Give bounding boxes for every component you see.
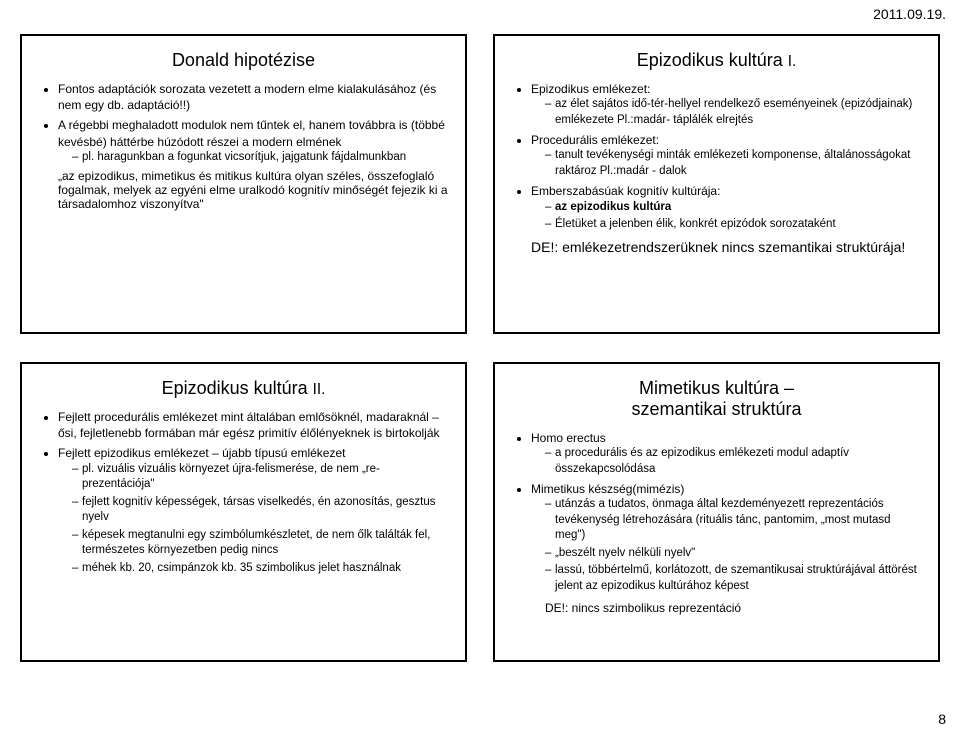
slide-mimetikus-kultura: Mimetikus kultúra – szemantikai struktúr… bbox=[493, 362, 940, 662]
bullet-list: Fontos adaptációk sorozata vezetett a mo… bbox=[36, 81, 451, 165]
sub-list: pl. haragunkban a fogunkat vicsorítjuk, … bbox=[58, 150, 451, 166]
title-part-a: Epizodikus kultúra bbox=[637, 50, 788, 70]
list-item: pl. haragunkban a fogunkat vicsorítjuk, … bbox=[72, 150, 451, 166]
title-part-a: Epizodikus kultúra bbox=[162, 378, 313, 398]
sub-list: az élet sajátos idő-tér-hellyel rendelke… bbox=[531, 97, 924, 128]
sub-list: pl. vizuális vizuális környezet újra-fel… bbox=[58, 462, 451, 577]
list-item: Életüket a jelenben élik, konkrét epizód… bbox=[545, 217, 924, 233]
list-item: pl. vizuális vizuális környezet újra-fel… bbox=[72, 462, 451, 493]
list-item: a procedurális és az epizodikus emlékeze… bbox=[545, 446, 924, 477]
slide-title: Epizodikus kultúra II. bbox=[36, 378, 451, 399]
page-number: 8 bbox=[938, 711, 946, 727]
list-item: az élet sajátos idő-tér-hellyel rendelke… bbox=[545, 97, 924, 128]
sub-list: a procedurális és az epizodikus emlékeze… bbox=[531, 446, 924, 477]
list-item: képesek megtanulni egy szimbólumkészlete… bbox=[72, 528, 451, 559]
de-note: DE!: emlékezetrendszerüknek nincs szeman… bbox=[509, 239, 924, 255]
list-item-text: Mimetikus készség(mimézis) bbox=[531, 482, 684, 496]
list-item: Homo erectus a procedurális és az epizod… bbox=[531, 430, 924, 477]
title-part-b: II. bbox=[313, 381, 326, 398]
list-item: utánzás a tudatos, önmaga által kezdemén… bbox=[545, 497, 924, 544]
list-item-text: Fejlett epizodikus emlékezet – újabb típ… bbox=[58, 446, 346, 460]
list-item-text: Procedurális emlékezet: bbox=[531, 133, 659, 147]
slides-grid: Donald hipotézise Fontos adaptációk soro… bbox=[20, 34, 940, 662]
list-item: Epizodikus emlékezet: az élet sajátos id… bbox=[531, 81, 924, 128]
slide-title: Donald hipotézise bbox=[36, 50, 451, 71]
list-item-text: Epizodikus emlékezet: bbox=[531, 82, 650, 96]
quote-text: „az epizodikus, mimetikus és mitikus kul… bbox=[58, 169, 451, 211]
list-item: méhek kb. 20, csimpánzok kb. 35 szimboli… bbox=[72, 561, 451, 577]
slide-title: Epizodikus kultúra I. bbox=[509, 50, 924, 71]
bullet-list: Epizodikus emlékezet: az élet sajátos id… bbox=[509, 81, 924, 233]
list-item: Procedurális emlékezet: tanult tevékenys… bbox=[531, 132, 924, 179]
title-line-2: szemantikai struktúra bbox=[631, 399, 801, 419]
sub-list: az epizodikus kultúra Életüket a jelenbe… bbox=[531, 200, 924, 233]
list-item-text: A régebbi meghaladott modulok nem tűntek… bbox=[58, 118, 445, 148]
bullet-list: Homo erectus a procedurális és az epizod… bbox=[509, 430, 924, 595]
title-part-b: I. bbox=[788, 53, 797, 70]
sub-list: tanult tevékenységi minták emlékezeti ko… bbox=[531, 148, 924, 179]
de-note: DE!: nincs szimbolikus reprezentáció bbox=[509, 601, 924, 615]
list-item: „beszélt nyelv nélküli nyelv" bbox=[545, 546, 924, 562]
sub-list: utánzás a tudatos, önmaga által kezdemén… bbox=[531, 497, 924, 594]
list-item: lassú, többértelmű, korlátozott, de szem… bbox=[545, 563, 924, 594]
list-item: Fontos adaptációk sorozata vezetett a mo… bbox=[58, 81, 451, 113]
list-item-text: Homo erectus bbox=[531, 431, 606, 445]
list-item-text: Emberszabásúak kognitív kultúrája: bbox=[531, 184, 720, 198]
list-item: Emberszabásúak kognitív kultúrája: az ep… bbox=[531, 183, 924, 232]
bullet-list: Fejlett procedurális emlékezet mint álta… bbox=[36, 409, 451, 576]
slide-donald-hipotezise: Donald hipotézise Fontos adaptációk soro… bbox=[20, 34, 467, 334]
page-date: 2011.09.19. bbox=[873, 6, 946, 22]
bold-text: az epizodikus kultúra bbox=[555, 201, 671, 213]
list-item: az epizodikus kultúra bbox=[545, 200, 924, 216]
list-item: fejlett kognitív képességek, társas vise… bbox=[72, 495, 451, 526]
list-item: Fejlett procedurális emlékezet mint álta… bbox=[58, 409, 451, 441]
list-item: A régebbi meghaladott modulok nem tűntek… bbox=[58, 117, 451, 165]
slide-epizodikus-kultura-2: Epizodikus kultúra II. Fejlett procedurá… bbox=[20, 362, 467, 662]
title-line-1: Mimetikus kultúra – bbox=[639, 378, 794, 398]
list-item: Fejlett epizodikus emlékezet – újabb típ… bbox=[58, 445, 451, 576]
page: 2011.09.19. Donald hipotézise Fontos ada… bbox=[0, 0, 960, 733]
list-item: tanult tevékenységi minták emlékezeti ko… bbox=[545, 148, 924, 179]
list-item: Mimetikus készség(mimézis) utánzás a tud… bbox=[531, 481, 924, 594]
slide-title: Mimetikus kultúra – szemantikai struktúr… bbox=[509, 378, 924, 420]
slide-epizodikus-kultura-1: Epizodikus kultúra I. Epizodikus emlékez… bbox=[493, 34, 940, 334]
